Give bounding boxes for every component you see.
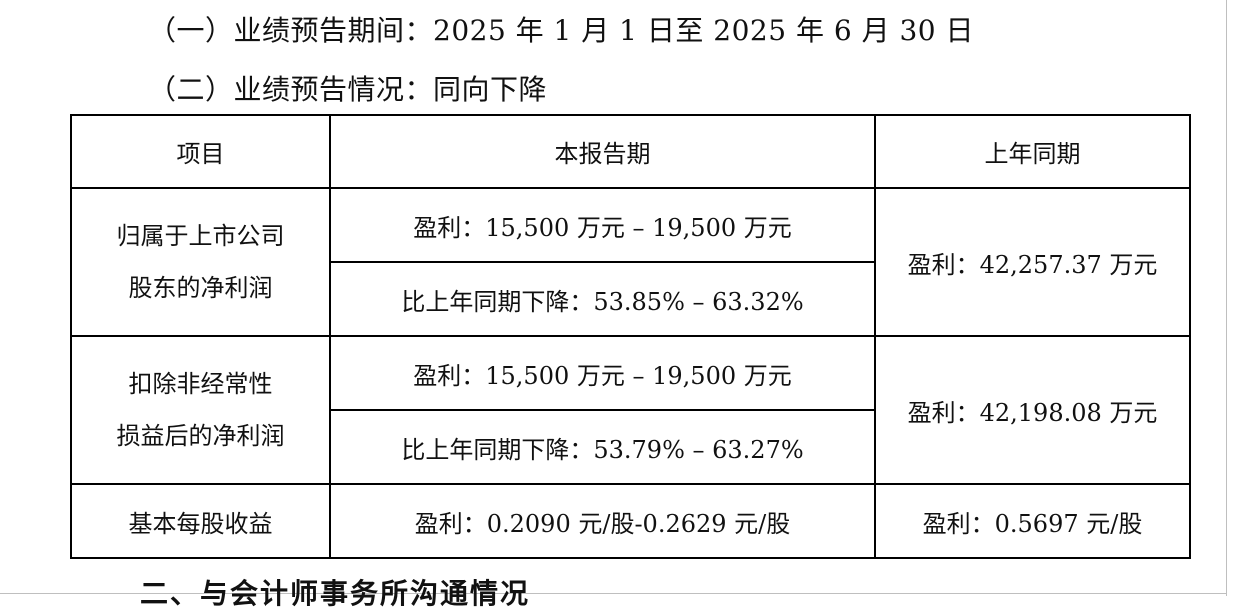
current-change-range: 比上年同期下降：53.85% – 63.32% [329,261,876,337]
row-label-line: 损益后的净利润 [116,422,285,450]
row-label-line: 扣除非经常性 [128,370,273,398]
table-row: 基本每股收益 盈利：0.2090 元/股-0.2629 元/股 盈利：0.569… [70,483,1191,559]
column-header-item: 项目 [70,114,331,189]
row-label-net-profit-attributable: 归属于上市公司 股东的净利润 [70,187,331,337]
prior-period-profit: 盈利：42,257.37 万元 [874,187,1191,337]
row-label-line: 股东的净利润 [128,274,273,302]
column-header-current-period: 本报告期 [329,114,876,189]
current-profit-range: 盈利：15,500 万元 – 19,500 万元 [329,187,876,263]
table-row: 扣除非经常性 损益后的净利润 盈利：15,500 万元 – 19,500 万元 … [70,335,1191,485]
forecast-situation-heading: （二）业绩预告情况：同向下降 [148,73,548,106]
table-row: 归属于上市公司 股东的净利润 盈利：15,500 万元 – 19,500 万元 … [70,187,1191,337]
table-header-row: 项目 本报告期 上年同期 [70,114,1191,189]
current-change-range: 比上年同期下降：53.79% – 63.27% [329,409,876,485]
column-header-prior-period: 上年同期 [874,114,1191,189]
table-row: 比上年同期下降：53.79% – 63.27% [71,409,1190,485]
prior-period-profit: 盈利：42,198.08 万元 [874,335,1191,485]
forecast-period-heading: （一）业绩预告期间：2025 年 1 月 1 日至 2025 年 6 月 30 … [148,14,974,47]
current-eps-range: 盈利：0.2090 元/股-0.2629 元/股 [329,483,876,559]
next-section-heading: 二、与会计师事务所沟通情况 [140,577,531,610]
page-bottom-border [0,593,1227,594]
row-label-basic-eps: 基本每股收益 [70,483,331,559]
row-label-net-profit-after-nonrecurring: 扣除非经常性 损益后的净利润 [70,335,331,485]
earnings-forecast-table: 项目 本报告期 上年同期 归属于上市公司 股东的净利润 盈利：15,500 万元… [70,114,1191,559]
table-row: 比上年同期下降：53.85% – 63.32% [71,261,1190,337]
prior-eps: 盈利：0.5697 元/股 [874,483,1191,559]
current-profit-range: 盈利：15,500 万元 – 19,500 万元 [329,335,876,411]
page-right-border [1226,0,1227,596]
row-label-line: 归属于上市公司 [116,222,285,250]
